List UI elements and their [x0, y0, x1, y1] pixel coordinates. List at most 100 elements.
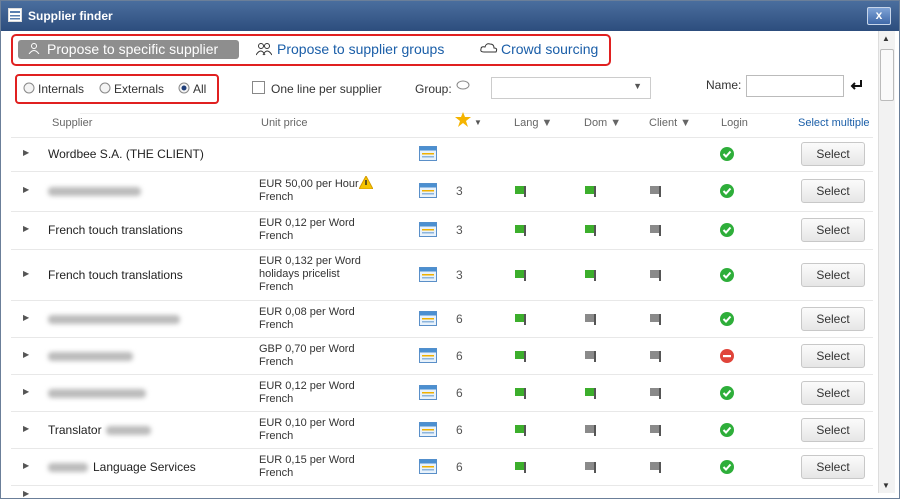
match-flag — [515, 269, 527, 284]
expander[interactable]: ▶ — [23, 423, 30, 433]
radio[interactable] — [178, 82, 190, 97]
select-button[interactable]: Select — [801, 306, 865, 331]
match-flag — [650, 313, 662, 328]
checkbox[interactable] — [252, 81, 265, 94]
scrollbar-thumb[interactable] — [880, 49, 894, 101]
close-button[interactable]: x — [867, 7, 891, 25]
login-status — [720, 311, 734, 329]
supplier-name[interactable]: French touch translations — [48, 267, 183, 282]
unit-price: EUR 0,132 per Word — [259, 255, 361, 267]
row-bg — [11, 485, 873, 498]
calendar-icon[interactable] — [419, 421, 437, 440]
match-flag — [585, 224, 597, 239]
row-bg — [11, 411, 873, 449]
active-tab-bg — [18, 40, 239, 59]
tab-icon — [480, 42, 498, 57]
column-header[interactable]: Lang ▼ — [514, 117, 553, 129]
group-select[interactable]: ▼ — [491, 77, 651, 99]
calendar-icon[interactable] — [419, 384, 437, 403]
scroll-down[interactable]: ▼ — [882, 481, 890, 490]
redacted-name — [48, 462, 88, 472]
tabs-highlight — [11, 34, 611, 66]
match-flag — [585, 313, 597, 328]
calendar-icon[interactable] — [419, 310, 437, 329]
match-flag — [585, 269, 597, 284]
name-input[interactable] — [746, 75, 844, 97]
select-button[interactable]: Select — [801, 417, 865, 442]
help-icon[interactable] — [456, 79, 470, 93]
expander[interactable]: ▶ — [23, 386, 30, 396]
match-flag — [585, 387, 597, 402]
rating: 3 — [456, 223, 463, 237]
expander[interactable]: ▶ — [23, 268, 30, 278]
row-bg — [11, 374, 873, 412]
scroll-up[interactable]: ▲ — [882, 34, 890, 43]
calendar-icon[interactable] — [419, 266, 437, 285]
supplier-name[interactable]: Translator — [48, 422, 102, 437]
name-label: Name: — [706, 78, 742, 92]
login-status — [720, 184, 734, 201]
expander[interactable]: ▶ — [23, 460, 30, 470]
calendar-icon[interactable] — [419, 183, 437, 201]
rating: 3 — [456, 267, 463, 282]
tab[interactable]: Crowd sourcing — [501, 41, 599, 57]
select-button[interactable]: Select — [801, 142, 865, 166]
column-header[interactable]: Select multiple — [798, 117, 870, 129]
radio-label[interactable]: Externals — [114, 82, 165, 96]
select-button[interactable]: Select — [801, 262, 865, 287]
column-header[interactable]: Dom ▼ — [584, 117, 622, 129]
window-title: Supplier finder — [28, 9, 113, 23]
match-flag — [650, 387, 662, 402]
calendar-icon[interactable] — [419, 146, 437, 164]
match-flag — [650, 224, 662, 239]
select-button[interactable]: Select — [801, 343, 865, 368]
rating: 6 — [456, 459, 463, 474]
match-flag — [515, 224, 527, 239]
search-button[interactable] — [849, 79, 863, 94]
rating-header[interactable]: ▼ — [455, 111, 482, 132]
tab[interactable]: Propose to supplier groups — [277, 41, 445, 57]
redacted-name — [48, 187, 141, 196]
select-button[interactable]: Select — [801, 454, 865, 479]
radio-label[interactable]: All — [193, 82, 207, 96]
tab-icon — [28, 42, 40, 57]
unit-price: EUR 0,08 per Word — [259, 305, 355, 318]
row-bg — [11, 137, 873, 172]
expander[interactable]: ▶ — [23, 224, 30, 233]
calendar-icon[interactable] — [419, 347, 437, 366]
expander[interactable]: ▶ — [23, 148, 30, 157]
select-button[interactable]: Select — [801, 380, 865, 405]
expander[interactable]: ▶ — [23, 312, 30, 322]
match-flag — [515, 461, 527, 476]
calendar-icon[interactable] — [419, 458, 437, 477]
radio[interactable] — [23, 82, 35, 97]
match-flag — [650, 185, 662, 200]
supplier-name[interactable]: Wordbee S.A. (THE CLIENT) — [48, 147, 204, 161]
header-divider — [80, 113, 870, 114]
select-button[interactable]: Select — [801, 218, 865, 242]
supplier-name[interactable]: French touch translations — [48, 223, 183, 237]
match-flag — [650, 350, 662, 365]
select-button[interactable]: Select — [801, 179, 865, 203]
match-flag — [515, 313, 527, 328]
checkbox-label[interactable]: One line per supplier — [271, 82, 382, 96]
redacted-name — [48, 314, 180, 324]
match-flag — [650, 461, 662, 476]
expander[interactable]: ▶ — [23, 349, 30, 359]
expander[interactable]: ▶ — [23, 185, 30, 194]
radio-label[interactable]: Internals — [38, 82, 85, 96]
radio[interactable] — [99, 82, 111, 97]
column-header[interactable]: Client ▼ — [649, 117, 692, 129]
match-flag — [585, 350, 597, 365]
tab-icon — [255, 42, 273, 59]
expander[interactable]: ▶ — [23, 489, 30, 498]
login-status — [720, 422, 734, 440]
unit-price: holidays pricelist — [259, 268, 340, 280]
column-header: Unit price — [261, 117, 308, 129]
supplier-name[interactable]: Language Services — [93, 459, 196, 474]
tab[interactable]: Propose to specific supplier — [47, 41, 219, 57]
unit-price: French — [259, 355, 294, 368]
row-bg — [11, 171, 873, 212]
scrollbar[interactable] — [878, 31, 895, 493]
calendar-icon[interactable] — [419, 222, 437, 240]
